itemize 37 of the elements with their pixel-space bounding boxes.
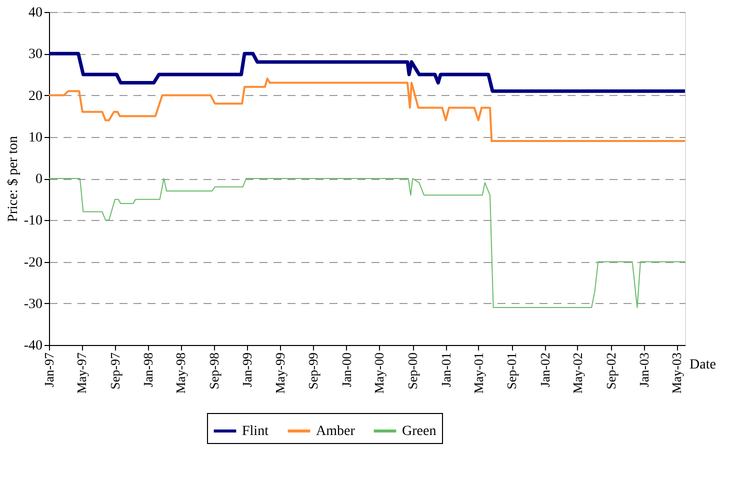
legend-label: Green: [402, 424, 436, 439]
x-tick-label: May-01: [470, 352, 486, 394]
y-tick-label: 0: [36, 172, 42, 187]
x-tick-label: Jan-02: [537, 352, 552, 388]
x-tick-label: Sep-99: [306, 352, 321, 390]
y-tick-label: -20: [24, 255, 42, 270]
line-series: [48, 178, 686, 308]
y-tick-label: -30: [24, 296, 42, 312]
legend-label: Flint: [242, 424, 269, 439]
x-tick-label: May-97: [74, 352, 90, 394]
x-tick-label: Sep-97: [107, 352, 122, 390]
x-tick-label: Jan-00: [338, 352, 354, 388]
x-tick-label: Sep-00: [405, 352, 420, 390]
x-tick-label: May-02: [570, 352, 585, 394]
x-axis-title: Date: [690, 358, 716, 372]
x-tick-label: May-98: [173, 352, 188, 394]
x-tick-label: Jan-01: [438, 352, 454, 388]
x-tick-label: Jan-97: [42, 352, 56, 388]
x-tick-label: May-03: [669, 352, 684, 394]
y-tick-label: 30: [28, 47, 42, 62]
line-series: [47, 52, 687, 93]
x-tick-label: Sep-98: [206, 352, 222, 390]
y-axis-title: Price: $ per ton: [6, 136, 21, 222]
y-tick-label: 10: [28, 130, 42, 146]
line-series: [48, 78, 686, 142]
x-tick-label: Sep-02: [603, 352, 618, 390]
y-tick-label: 40: [28, 6, 42, 20]
x-tick-label: Jan-03: [636, 352, 652, 388]
x-tick-label: Jan-98: [140, 352, 156, 388]
x-tick-label: Sep-01: [504, 352, 520, 390]
y-tick-label: -40: [24, 338, 42, 354]
y-tick-label: 20: [28, 88, 42, 104]
legend-label: Amber: [316, 424, 356, 439]
x-tick-label: May-00: [372, 352, 387, 394]
y-tick-label: -10: [24, 214, 42, 229]
x-tick-label: May-99: [272, 352, 288, 394]
x-tick-label: Jan-99: [240, 352, 255, 388]
